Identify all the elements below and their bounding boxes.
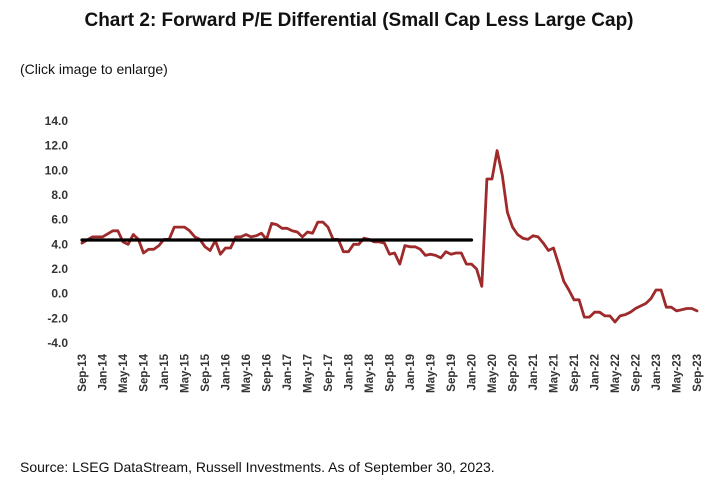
x-tick-label: Jan-18 [344, 353, 356, 390]
x-tick-label: May-20 [487, 354, 499, 393]
x-tick-label: Sep-18 [385, 353, 397, 391]
x-tick-label: May-18 [364, 353, 376, 393]
x-tick-label: Jan-16 [221, 354, 233, 390]
x-tick-label: May-16 [241, 354, 253, 393]
y-tick-label: 14.0 [45, 114, 69, 128]
y-tick-label: 4.0 [51, 237, 68, 251]
x-tick-label: May-22 [610, 354, 622, 393]
y-tick-label: -2.0 [47, 311, 68, 325]
y-tick-label: 6.0 [51, 213, 68, 227]
x-tick-label: Jan-22 [590, 354, 602, 390]
x-tick-label: Jan-15 [159, 353, 171, 390]
source-note: Source: LSEG DataStream, Russell Investm… [20, 459, 495, 475]
x-tick-label: Sep-13 [77, 354, 89, 392]
y-axis: 14.0 12.0 10.0 8.0 6.0 4.0 2.0 0.0 -2.0 -4.0 [45, 114, 69, 350]
chart-title: Chart 2: Forward P/E Differential (Small… [84, 10, 634, 31]
x-tick-label: Jan-20 [467, 354, 479, 390]
x-tick-label: May-19 [426, 354, 438, 393]
enlarge-hint[interactable]: (Click image to enlarge) [20, 61, 168, 77]
x-tick-label: Jan-17 [282, 354, 294, 390]
x-tick-label: May-17 [303, 354, 315, 393]
x-tick-label: May-21 [549, 353, 561, 393]
x-tick-label: May-15 [180, 353, 192, 393]
y-tick-label: 12.0 [45, 139, 69, 153]
pe-differential-line [80, 149, 699, 324]
y-tick-label: 0.0 [51, 287, 68, 301]
y-tick-label: 10.0 [45, 163, 69, 177]
y-tick-label: 8.0 [51, 188, 68, 202]
x-tick-label: Jan-14 [98, 353, 110, 390]
x-tick-label: Sep-21 [569, 353, 581, 391]
y-tick-label: -4.0 [47, 336, 68, 350]
x-tick-label: Jan-23 [651, 354, 663, 390]
x-tick-label: Sep-23 [692, 354, 704, 392]
x-tick-label: Sep-20 [508, 354, 520, 392]
x-tick-label: Sep-14 [139, 353, 151, 391]
x-tick-label: May-23 [672, 354, 684, 393]
x-axis: Sep-13 Jan-14 May-14 Sep-14 Jan-15 May-15 Sep-… [77, 353, 704, 393]
series-layer [80, 149, 699, 324]
x-tick-label: Sep-19 [446, 354, 458, 392]
x-tick-label: Jan-21 [528, 353, 540, 390]
x-tick-label: Sep-15 [200, 353, 212, 391]
y-tick-label: 2.0 [51, 262, 68, 276]
x-tick-label: Jan-19 [405, 354, 417, 390]
x-tick-label: Sep-16 [262, 354, 274, 392]
x-tick-label: May-14 [118, 353, 130, 393]
x-tick-label: Sep-22 [631, 354, 643, 392]
x-tick-label: Sep-17 [323, 354, 335, 392]
